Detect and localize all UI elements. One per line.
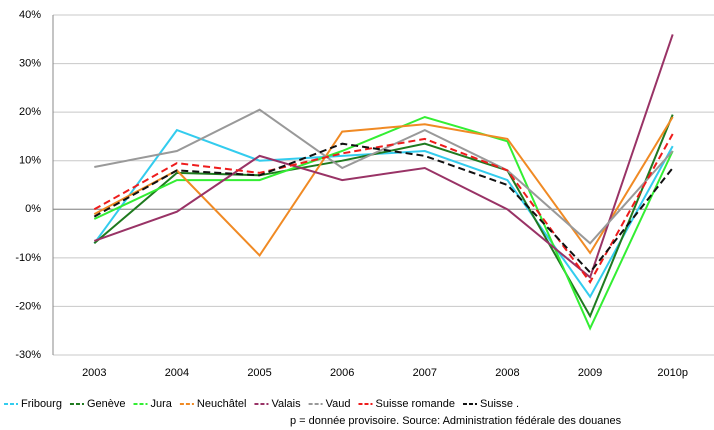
series-line (93, 115, 674, 331)
y-tick-label: 10% (19, 155, 41, 167)
y-tick-label: 0% (25, 203, 41, 215)
legend-label: Fribourg (21, 398, 62, 410)
x-tick-label: 2010p (657, 367, 688, 379)
y-tick-label: -20% (15, 300, 41, 312)
legend-label: Neuchâtel (197, 398, 247, 410)
x-tick-label: 2003 (82, 367, 106, 379)
series-line (93, 128, 674, 299)
legend-label: Genève (87, 398, 126, 410)
series-line (93, 34, 674, 279)
series-line (93, 114, 674, 319)
y-tick-label: -30% (15, 349, 41, 361)
y-tick-label: -10% (15, 252, 41, 264)
legend-label: Suisse . (480, 398, 519, 410)
legend-label: Suisse romande (375, 398, 455, 410)
legend-label: Vaud (326, 398, 351, 410)
legend-label: Valais (271, 398, 301, 410)
x-tick-label: 2007 (413, 367, 437, 379)
x-tick-label: 2004 (165, 367, 189, 379)
series-line (93, 133, 674, 284)
y-tick-label: 40% (19, 9, 41, 21)
y-tick-label: 20% (19, 106, 41, 118)
series-line (94, 108, 674, 245)
x-tick-label: 2009 (578, 367, 602, 379)
x-tick-label: 2006 (330, 367, 354, 379)
y-tick-label: 30% (19, 57, 41, 69)
x-tick-label: 2008 (495, 367, 519, 379)
note: p = donnée provisoire. Source: Administr… (290, 415, 622, 427)
legend-label: Jura (151, 398, 173, 410)
series-line (93, 116, 674, 257)
x-tick-label: 2005 (247, 367, 271, 379)
